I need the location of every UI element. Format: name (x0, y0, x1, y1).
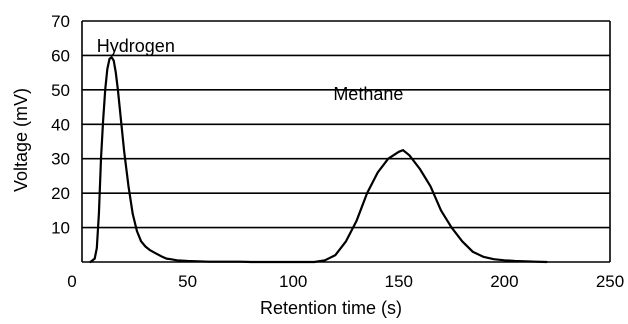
peak-annotation: Hydrogen (97, 36, 175, 56)
y-tick-label: 30 (51, 150, 70, 169)
annotations: Hydrogen Methane (97, 36, 404, 104)
y-tick-label: 40 (51, 115, 70, 134)
y-tick-label: 10 (51, 219, 70, 238)
x-tick-label: 0 (67, 272, 76, 291)
y-tick-label: 70 (51, 12, 70, 31)
y-tick-label: 60 (51, 46, 70, 65)
series-line-0 (89, 56, 548, 264)
x-axis-label: Retention time (s) (260, 298, 402, 318)
x-tick-label: 50 (178, 272, 197, 291)
x-tick-label: 250 (596, 272, 624, 291)
x-tick-label: 150 (385, 272, 413, 291)
tick-labels: 10 20 30 40 50 60 70 0 50 100 150 200 250 (51, 12, 624, 291)
x-tick-label: 200 (490, 272, 518, 291)
axes (81, 21, 611, 263)
gridlines (82, 20, 610, 229)
y-axis-label: Voltage (mV) (11, 88, 31, 192)
x-tick-label: 100 (279, 272, 307, 291)
y-tick-label: 50 (51, 81, 70, 100)
series-group (89, 56, 548, 264)
y-tick-label: 20 (51, 184, 70, 203)
peak-annotation: Methane (333, 84, 403, 104)
